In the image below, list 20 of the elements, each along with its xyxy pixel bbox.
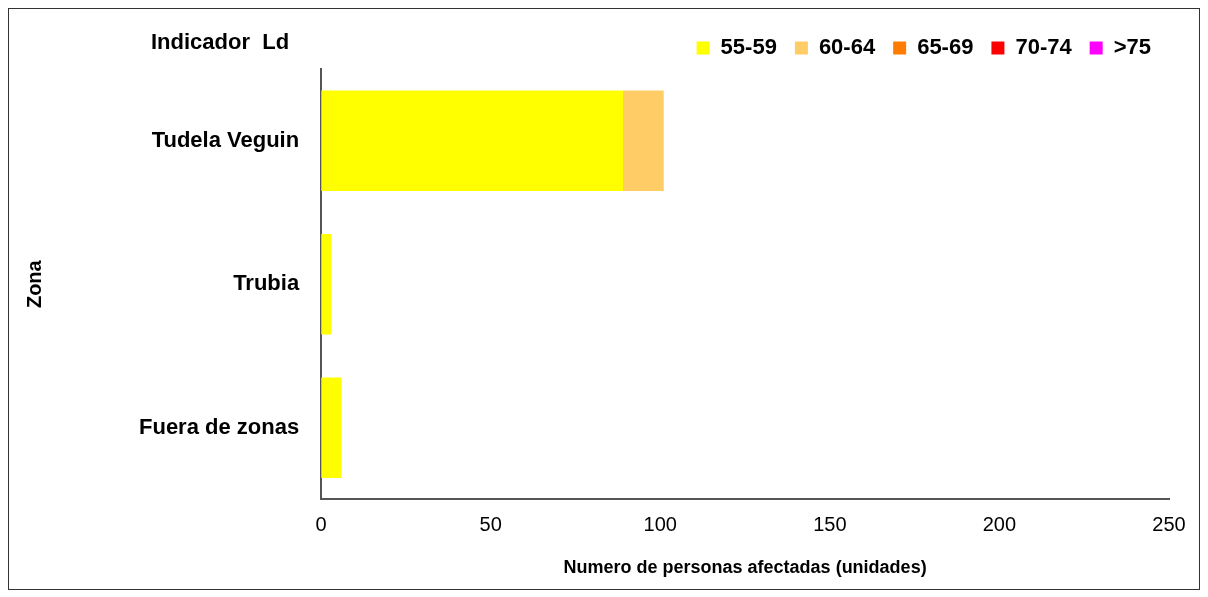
- legend-label: >75: [1113, 34, 1152, 60]
- legend-label: 60-64: [818, 34, 876, 60]
- x-tick-label: 0: [315, 512, 327, 535]
- x-tick-label: 200: [982, 512, 1017, 535]
- legend-label: 55-59: [720, 34, 777, 60]
- x-tick-label: 50: [479, 512, 502, 535]
- bar: [321, 90, 623, 191]
- x-tick-label: 250: [1152, 512, 1186, 535]
- legend-label: 65-69: [917, 34, 974, 60]
- bar: [321, 377, 342, 478]
- x-axis-title: Numero de personas afectadas (unidades): [563, 557, 927, 578]
- legend-label: 70-74: [1015, 34, 1073, 60]
- y-axis-title: Zona: [22, 259, 45, 309]
- y-tick-label: Fuera de zonas: [139, 413, 300, 439]
- bar: [622, 90, 664, 191]
- chart-title: Indicador Ld: [151, 29, 290, 55]
- x-tick-label: 150: [813, 512, 847, 535]
- x-tick-label: 100: [643, 512, 677, 535]
- y-tick-label: Trubia: [233, 270, 300, 296]
- y-tick-label: Tudela Veguin: [151, 126, 300, 152]
